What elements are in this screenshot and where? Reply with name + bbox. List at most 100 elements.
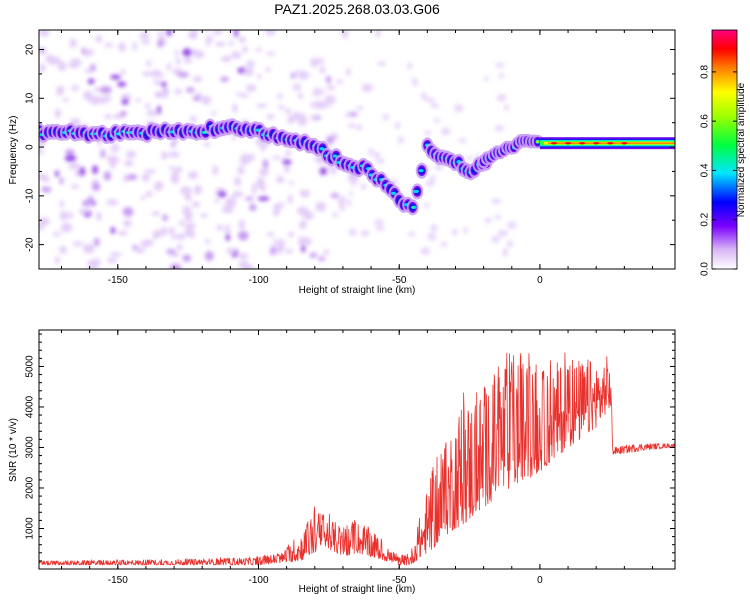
snr-xtick-label: 0	[537, 575, 543, 586]
spectrogram-speckle	[339, 202, 345, 212]
colorbar-ticks: 0.0 0.2 0.4 0.6 0.8	[700, 64, 737, 276]
spectrogram-speckle	[125, 150, 137, 159]
spectrogram-ytick-label: -20	[25, 237, 36, 252]
spectrogram-speckle	[277, 202, 285, 207]
spectrogram-speckle	[184, 228, 195, 238]
spectrogram-speckle	[466, 156, 473, 161]
spectrogram-speckle	[96, 211, 102, 222]
spectrogram-speckle	[150, 69, 163, 78]
spectrogram-speckle	[244, 196, 254, 201]
spectrogram-speckle	[382, 114, 390, 120]
spectrogram-speckle	[318, 256, 326, 262]
snr-ticks: -150 -100 -50 0 1000 2000 3000 4000 5000	[25, 330, 675, 586]
spectrogram-speckle	[175, 56, 181, 66]
spectrogram-speckle	[502, 247, 508, 255]
spectrogram-speckle	[345, 68, 351, 76]
spectrogram-speckle	[376, 61, 387, 67]
spectrogram-speckle	[398, 136, 404, 144]
spectrogram-speckle	[191, 201, 201, 208]
colorbar: 0.0 0.2 0.4 0.6 0.8 Normalized spectral ampl…	[700, 29, 747, 276]
spectrogram-speckle	[484, 217, 492, 223]
spectrogram-speckle	[349, 228, 357, 236]
spectrogram-speckle	[79, 166, 86, 177]
figure-title: PAZ1.2025.268.03.03.G06	[274, 1, 440, 17]
spectrogram-blob-core	[418, 169, 424, 173]
spectrogram-speckle	[301, 244, 306, 253]
spectrogram-speckle	[425, 97, 436, 103]
spectrogram-speckle	[424, 130, 432, 136]
spectrogram-speckle	[274, 244, 283, 255]
spectrogram-speckle	[64, 154, 77, 162]
spectrogram-speckle	[430, 102, 439, 109]
spectrogram-speckle	[309, 252, 318, 258]
spectrogram-speckle	[224, 198, 237, 208]
spectrogram-speckle	[311, 115, 318, 121]
spectrogram-speckle	[193, 184, 203, 195]
snr-ytick-label: 1000	[25, 517, 36, 540]
spectrogram-speckle	[182, 254, 191, 262]
spectrogram-speckle	[69, 38, 77, 48]
spectrogram-speckle	[57, 61, 67, 72]
spectrogram-speckle	[132, 244, 138, 250]
spectrogram-speckle	[341, 30, 349, 39]
spectrogram-speckle	[234, 30, 239, 38]
spectrogram-speckle	[135, 98, 141, 103]
spectrogram-speckle	[183, 57, 192, 64]
spectrogram-speckle	[81, 47, 86, 55]
spectrogram-speckle	[91, 182, 101, 192]
spectrogram-speckle	[145, 191, 153, 197]
snr-xtick-label: -150	[108, 575, 128, 586]
spectrogram-speckle	[109, 251, 122, 257]
snr-ytick-label: 3000	[25, 436, 36, 459]
spectrogram-speckle	[498, 229, 506, 238]
spectrogram-speckle	[504, 103, 509, 112]
spectrogram-speckle	[189, 115, 197, 123]
spectrogram-speckle	[297, 206, 309, 215]
spectrogram-speckle	[337, 196, 347, 204]
spectrogram-speckle	[275, 175, 285, 184]
spectrogram-speckle	[205, 35, 213, 43]
spectrogram-speckle	[331, 212, 339, 218]
spectrogram-speckle	[109, 160, 116, 169]
spectrogram-speckle	[319, 66, 326, 74]
spectrogram-speckle	[211, 110, 217, 116]
spectrogram-speckle	[375, 30, 381, 38]
spectrogram-speckle	[266, 114, 276, 120]
snr-panel: -150 -100 -50 0 1000 2000 3000 4000 5000 Height …	[8, 329, 676, 595]
spectrogram-speckle	[59, 200, 65, 208]
spectrogram-speckle	[157, 39, 164, 48]
spectrogram-speckle	[242, 45, 248, 54]
spectrogram-speckle	[122, 207, 134, 217]
spectrogram-speckle	[221, 206, 234, 214]
spectrogram-speckle	[243, 67, 254, 77]
spectrogram-tone-peak	[565, 141, 572, 145]
spectrogram-speckle	[70, 58, 82, 64]
spectrogram-speckle	[142, 71, 153, 77]
spectrogram-speckle	[124, 160, 134, 167]
spectrogram-speckle	[140, 195, 146, 200]
spectrogram-speckle	[168, 151, 180, 158]
spectrogram-speckle	[228, 40, 234, 46]
snr-xtick-label: -50	[392, 575, 407, 586]
spectrogram-speckle	[60, 222, 73, 233]
spectrogram-speckle	[408, 231, 415, 237]
spectrogram-speckle	[59, 245, 67, 255]
spectrogram-speckle	[265, 30, 276, 36]
spectrogram-ytick-label: 0	[25, 144, 36, 150]
spectrogram-speckle	[285, 149, 292, 156]
spectrogram-speckle	[121, 98, 129, 105]
spectrogram-image	[39, 30, 675, 269]
spectrogram-speckle	[251, 184, 260, 189]
spectrogram-speckle	[325, 75, 332, 84]
spectrogram-speckle	[355, 124, 363, 131]
spectrogram-ridge	[39, 118, 675, 216]
spectrogram-tone-peak	[550, 141, 557, 145]
spectrogram-speckle	[413, 79, 418, 87]
spectrogram-speckle	[89, 64, 96, 72]
spectrogram-speckle	[368, 148, 374, 156]
spectrogram-speckle	[103, 171, 112, 181]
spectrogram-speckle	[99, 85, 112, 94]
spectrogram-speckle	[360, 229, 370, 237]
spectrogram-speckle	[118, 42, 126, 52]
spectrogram-speckle	[215, 41, 226, 47]
